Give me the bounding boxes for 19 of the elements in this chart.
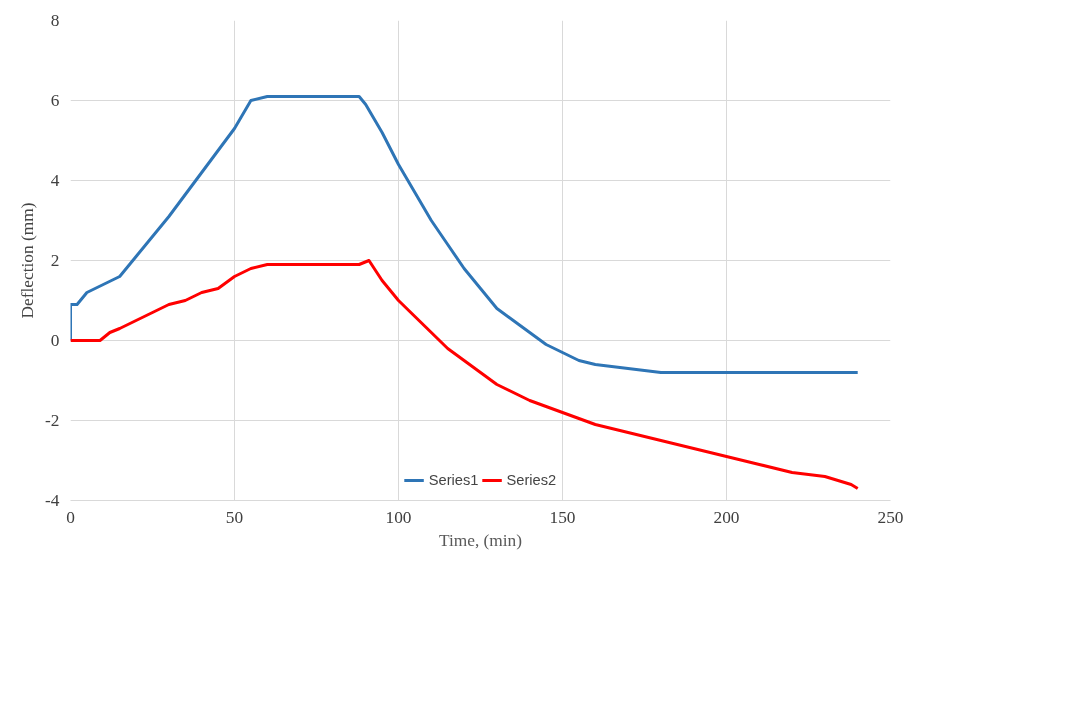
y-tick-label: 2 <box>50 251 60 270</box>
legend-label: Series1 <box>428 472 479 488</box>
x-tick-label: 150 <box>549 507 576 527</box>
x-axis-title: Time, (min) <box>438 530 523 550</box>
x-tick-label: 200 <box>713 507 740 527</box>
y-tick-label: 6 <box>50 91 60 110</box>
line-series <box>70 259 860 490</box>
line-series <box>70 95 860 374</box>
y-tick-label: 4 <box>50 171 60 190</box>
x-tick-label: 250 <box>877 507 904 527</box>
y-axis-title: Deflection (mm) <box>18 202 38 319</box>
y-tick-label: 8 <box>50 11 60 30</box>
y-tick-label: 0 <box>50 331 60 350</box>
y-tick-label: -4 <box>45 491 60 510</box>
y-tick-label: -2 <box>45 411 60 430</box>
legend-label: Series2 <box>506 472 557 488</box>
x-tick-label: 0 <box>66 507 75 527</box>
x-tick-label: 50 <box>225 507 244 527</box>
x-tick-label: 100 <box>385 507 412 527</box>
